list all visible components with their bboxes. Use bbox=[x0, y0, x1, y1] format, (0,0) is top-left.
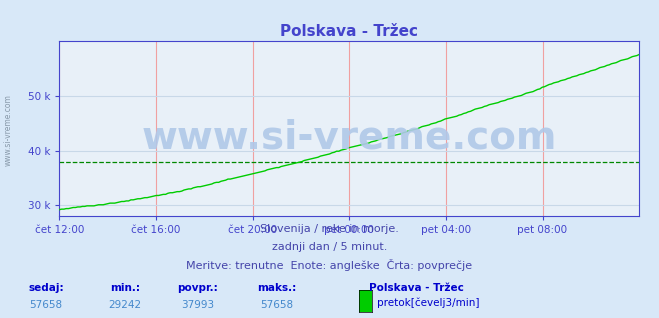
Text: 57658: 57658 bbox=[30, 301, 63, 310]
Text: 29242: 29242 bbox=[109, 301, 142, 310]
Text: pretok[čevelj3/min]: pretok[čevelj3/min] bbox=[377, 298, 480, 308]
Text: zadnji dan / 5 minut.: zadnji dan / 5 minut. bbox=[272, 242, 387, 252]
Text: 57658: 57658 bbox=[260, 301, 293, 310]
Text: sedaj:: sedaj: bbox=[28, 283, 64, 293]
Text: 37993: 37993 bbox=[181, 301, 214, 310]
Text: maks.:: maks.: bbox=[257, 283, 297, 293]
Text: Polskava - Tržec: Polskava - Tržec bbox=[369, 283, 464, 293]
Text: www.si-vreme.com: www.si-vreme.com bbox=[3, 94, 13, 166]
Text: povpr.:: povpr.: bbox=[177, 283, 218, 293]
Text: www.si-vreme.com: www.si-vreme.com bbox=[142, 119, 557, 156]
Text: Slovenija / reke in morje.: Slovenija / reke in morje. bbox=[260, 224, 399, 234]
Text: Meritve: trenutne  Enote: angleške  Črta: povprečje: Meritve: trenutne Enote: angleške Črta: … bbox=[186, 259, 473, 271]
Title: Polskava - Tržec: Polskava - Tržec bbox=[280, 24, 418, 39]
Text: min.:: min.: bbox=[110, 283, 140, 293]
